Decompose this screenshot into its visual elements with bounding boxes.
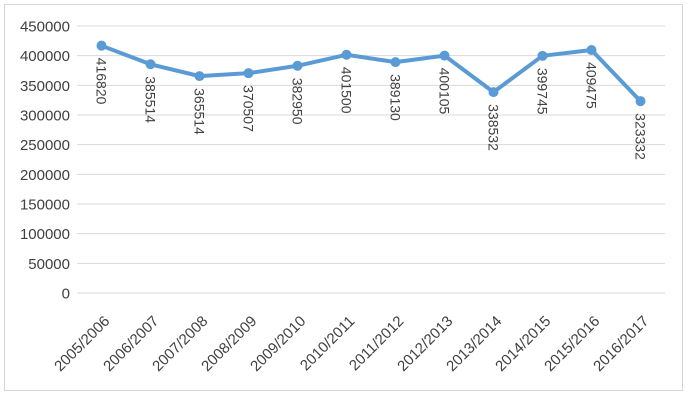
data-point-marker [390,57,401,68]
y-axis-tick-label: 0 [62,286,70,303]
y-axis-tick-label: 200000 [20,167,70,184]
data-point-marker [586,45,597,56]
y-axis-tick-label: 150000 [20,197,70,214]
data-point-marker [145,59,156,70]
data-point-marker [194,71,205,82]
y-axis-tick-label: 400000 [20,48,70,65]
data-label: 416820 [94,58,110,105]
data-label: 385514 [143,76,159,123]
data-point-marker [635,96,646,107]
data-point-marker [439,50,450,61]
data-label: 365514 [192,88,208,135]
data-label: 389130 [388,74,404,121]
y-axis-tick-label: 450000 [20,19,70,36]
data-label: 401500 [339,67,355,114]
data-point-marker [243,68,254,79]
data-point-marker [488,87,499,98]
y-axis-tick-label: 300000 [20,108,70,125]
data-label: 409475 [584,62,600,109]
data-label: 370507 [241,85,257,132]
data-label: 399745 [535,68,551,115]
data-label: 323332 [633,113,649,160]
data-point-marker [341,49,352,60]
data-point-marker [96,40,107,51]
y-axis-tick-label: 100000 [20,226,70,243]
data-label: 382950 [290,78,306,125]
chart-border [4,4,683,391]
data-label: 338532 [486,104,502,151]
data-label: 400105 [437,68,453,115]
y-axis-tick-label: 50000 [28,256,70,273]
data-point-marker [292,60,303,71]
data-point-marker [537,50,548,61]
series-line [99,43,643,104]
y-axis-tick-label: 350000 [20,78,70,95]
y-axis-tick-label: 250000 [20,137,70,154]
